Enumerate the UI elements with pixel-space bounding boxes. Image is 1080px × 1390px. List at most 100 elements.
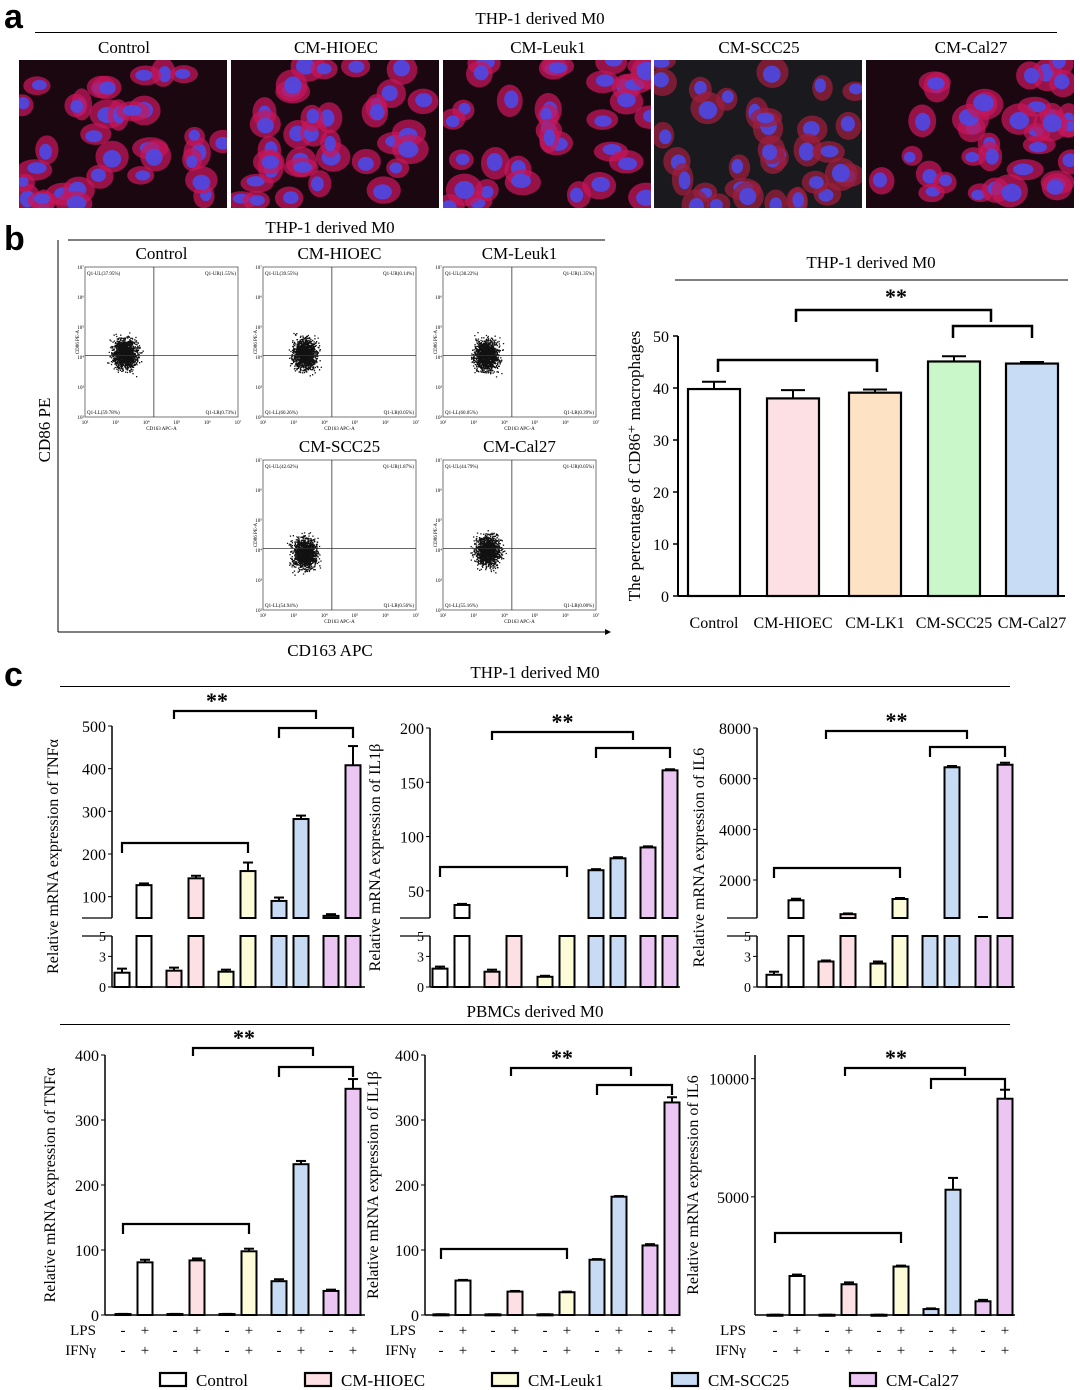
y-axis-label: Relative mRNA expression of IL6	[691, 748, 708, 968]
flow-q-lr: Q1-LR(0.73%)	[206, 411, 237, 416]
bar-lower-Control	[135, 935, 153, 988]
bar-CM-HIOEC	[817, 960, 835, 988]
bar-upper-CM-SCC25	[943, 766, 961, 919]
flow-q-ul: Q1-UL(42.62%)	[265, 465, 299, 470]
flow-tick-y: 10⁵	[255, 518, 262, 524]
sig-bracket	[951, 324, 1034, 338]
treatment-sign: +	[511, 1323, 519, 1339]
treatment-sign: +	[897, 1343, 905, 1359]
mrna-chart-2: 2000 4000 6000 8000 0 3 5 Relative mRNA express…	[691, 708, 1015, 996]
bar-CM-HIOEC	[506, 1290, 524, 1316]
treatment-label: LPS	[390, 1323, 416, 1339]
bar-lower-CM-Cal27	[639, 935, 657, 988]
cell-nucleus	[70, 99, 83, 113]
legend-swatch-1	[303, 1371, 333, 1388]
treatment-sign: +	[349, 1343, 357, 1359]
treatment-sign: -	[825, 1323, 830, 1339]
cell-nucleus	[306, 108, 320, 124]
flow-tick-x: 10²	[440, 613, 447, 619]
flow-tick-y: 10⁵	[255, 325, 262, 331]
cell-nucleus	[540, 107, 552, 122]
y-tick-label: 2000	[719, 873, 751, 890]
flow-tick-y: 10⁵	[435, 518, 442, 524]
cell-nucleus	[618, 157, 638, 171]
bar-lower-CM-Leuk1	[239, 935, 257, 988]
flow-tick-y: 10⁶	[435, 488, 442, 494]
y-tick-label: 40	[653, 381, 669, 398]
x-tick-label: CM-LK1	[845, 615, 905, 632]
microscopy-image-4	[866, 60, 1074, 208]
bar-lower-CM-SCC25	[292, 935, 310, 988]
cell-nucleus	[284, 76, 302, 94]
image-title-0: Control	[98, 38, 150, 57]
legend-label-0: Control	[196, 1371, 248, 1390]
treatment-sign: +	[349, 1323, 357, 1339]
cell-nucleus	[90, 168, 106, 182]
cell-nucleus	[31, 79, 47, 91]
treatment-sign: -	[329, 1323, 334, 1339]
treatment-sign: -	[121, 1343, 126, 1359]
bar-Control	[431, 967, 449, 989]
flow-tick-y: 10²	[256, 608, 263, 614]
microscopy-image-0	[19, 60, 227, 208]
flow-q-ll: Q1-LL(54.94%)	[265, 604, 298, 609]
flow-tick-y: 10⁵	[77, 325, 84, 331]
bar-CM-Cal27	[322, 1289, 340, 1316]
bar-upper-CM-HIOEC	[839, 913, 857, 920]
cell-nucleus	[324, 135, 336, 152]
treatment-sign: +	[245, 1323, 253, 1339]
cell-nucleus	[820, 145, 839, 158]
y-axis-label: The percentage of CD86⁺ macrophages	[625, 331, 644, 601]
treatment-sign: +	[297, 1323, 305, 1339]
y-tick-label: 5000	[717, 1190, 749, 1207]
y-tick-label: 100	[395, 1243, 419, 1260]
sig-bracket	[794, 308, 993, 322]
flow-tick-x: 10³	[112, 420, 119, 426]
bar-upper-CM-Leuk1	[239, 870, 257, 919]
cell-nucleus	[443, 200, 457, 208]
cell-nucleus	[319, 109, 335, 127]
cell-nucleus	[295, 60, 315, 75]
bar-upper-CM-Cal27	[639, 846, 657, 920]
treatment-sign: -	[773, 1323, 778, 1339]
flow-tick-y: 10⁷	[435, 458, 442, 464]
mrna-chart-1: 50 100 150 200 0 3 5 Relative mRNA expression o…	[367, 709, 680, 996]
flow-tick-y: 10³	[436, 578, 443, 584]
flow-x-arrow	[605, 629, 611, 635]
bar-CM-SCC25	[270, 1280, 288, 1316]
treatment-label: LPS	[70, 1323, 96, 1339]
treatment-sign: +	[193, 1323, 201, 1339]
flow-scatter-events	[286, 532, 322, 576]
treatment-sign: -	[648, 1343, 653, 1359]
cell-nucleus	[973, 94, 994, 112]
flow-plot-title: CM-HIOEC	[297, 244, 381, 263]
treatment-sign: +	[297, 1343, 305, 1359]
cell-nucleus	[654, 72, 669, 88]
flow-plot-title: CM-Leuk1	[482, 244, 558, 263]
flow-tick-y: 10⁴	[435, 548, 442, 554]
flow-plot-4: CM-Cal27 Q1-UL(44.79%) Q1-UR(0.05%) Q1-LL(5…	[434, 437, 600, 625]
flow-plot-1: CM-HIOEC Q1-UL(39.55%) Q1-UR(0.14%) Q1-LL(6…	[254, 244, 420, 432]
panel-a-label: a	[4, 0, 23, 36]
flow-axis-x: CD163 APC-A	[504, 427, 535, 432]
cell-nucleus	[283, 191, 299, 205]
flow-tick-x: 10⁷	[413, 613, 420, 619]
treatment-sign: -	[225, 1343, 230, 1359]
image-title-1: CM-HIOEC	[293, 38, 379, 57]
flow-tick-y: 10⁴	[77, 355, 84, 361]
cell-nucleus	[19, 176, 29, 187]
cell-nucleus	[373, 184, 392, 200]
cell-nucleus	[965, 151, 979, 163]
flow-q-lr: Q1-LR(0.00%)	[564, 604, 595, 609]
flow-tick-x: 10²	[440, 420, 447, 426]
flow-tick-y: 10²	[436, 415, 443, 421]
y-tick-label: 6000	[719, 772, 751, 789]
bar-CM-SCC25	[292, 1163, 310, 1316]
legend-label-2: CM-Leuk1	[528, 1371, 604, 1390]
bar-lower-CM-HIOEC	[839, 935, 857, 988]
cell-nucleus	[369, 104, 385, 121]
x-tick-label: CM-Cal27	[998, 615, 1066, 632]
sig-bracket	[439, 1247, 569, 1259]
bar-upper-CM-HIOEC	[187, 877, 205, 920]
cell-nucleus	[595, 74, 615, 87]
